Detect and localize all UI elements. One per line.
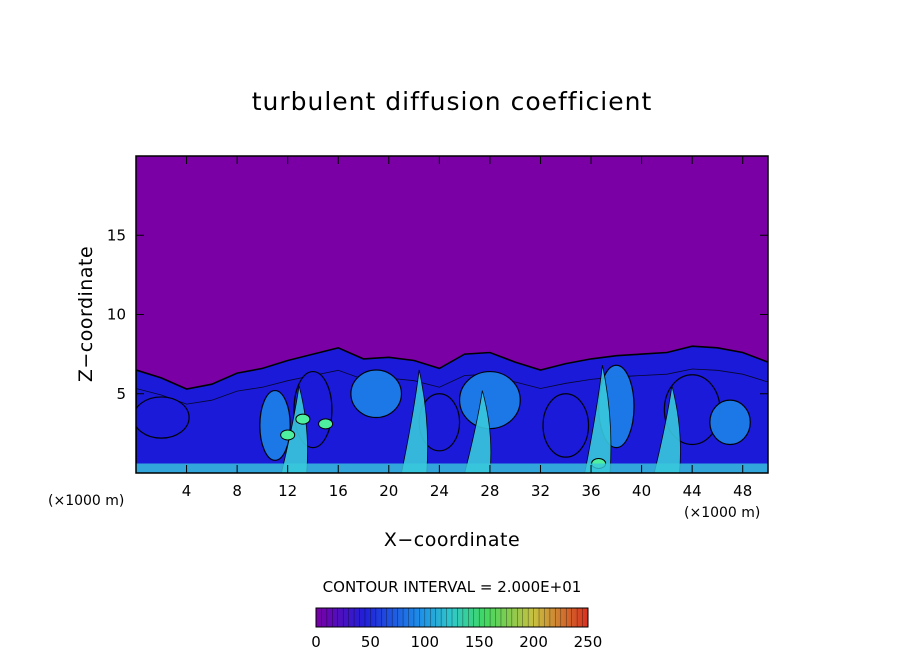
turbulent-layer — [136, 345, 768, 473]
y-axis-label: Z−coordinate — [75, 246, 97, 382]
y-tick-label: 5 — [116, 385, 126, 403]
eddy — [136, 396, 190, 439]
x-unit-left: (×1000 m) — [48, 493, 124, 509]
colorbar-tick-label: 100 — [410, 633, 439, 651]
colorbar-stripes — [321, 608, 583, 627]
colorbar-tick-label: 0 — [311, 633, 321, 651]
y-tick-label: 10 — [107, 306, 126, 324]
surface-band — [136, 463, 768, 473]
peak-spot — [318, 418, 334, 430]
x-tick-label: 20 — [379, 482, 398, 500]
plume — [584, 365, 612, 473]
eddy — [458, 370, 521, 430]
colorbar-tick-label: 250 — [574, 633, 603, 651]
colorbar-tick-label: 150 — [465, 633, 494, 651]
contour-line — [136, 368, 768, 473]
peak-spot — [295, 413, 311, 425]
colorbar: 0 50 100 150 200 250 — [311, 607, 602, 651]
plume — [464, 390, 492, 473]
x-axis-label: X−coordinate — [384, 529, 520, 551]
y-tick-label: 15 — [107, 226, 126, 244]
x-unit-right: (×1000 m) — [684, 505, 760, 521]
x-tick-label: 28 — [480, 482, 499, 500]
eddy — [709, 399, 751, 446]
plume — [653, 385, 681, 473]
x-tick-label: 40 — [632, 482, 651, 500]
x-tick-label: 16 — [329, 482, 348, 500]
x-ticks: 4 8 12 16 20 24 28 32 36 40 44 48 — [182, 156, 752, 500]
peak-spot — [280, 429, 296, 441]
x-tick-label: 36 — [581, 482, 600, 500]
x-tick-label: 4 — [182, 482, 192, 500]
x-tick-label: 48 — [733, 482, 752, 500]
chart-title: turbulent diffusion coefficient — [252, 87, 653, 116]
colorbar-tick-label: 50 — [361, 633, 380, 651]
contour-interval-label: CONTOUR INTERVAL = 2.000E+01 — [323, 578, 582, 596]
plume — [401, 369, 429, 473]
eddy — [350, 369, 403, 419]
colorbar-tick-label: 200 — [519, 633, 548, 651]
x-tick-label: 24 — [430, 482, 449, 500]
colorbar-ticks: 0 50 100 150 200 250 — [311, 633, 602, 651]
y-ticks: 5 10 15 — [107, 226, 768, 403]
eddy — [542, 393, 590, 458]
x-tick-label: 44 — [683, 482, 702, 500]
plume — [280, 385, 308, 473]
x-tick-label: 12 — [278, 482, 297, 500]
x-tick-label: 32 — [531, 482, 550, 500]
eddy — [259, 389, 291, 461]
x-tick-label: 8 — [232, 482, 242, 500]
